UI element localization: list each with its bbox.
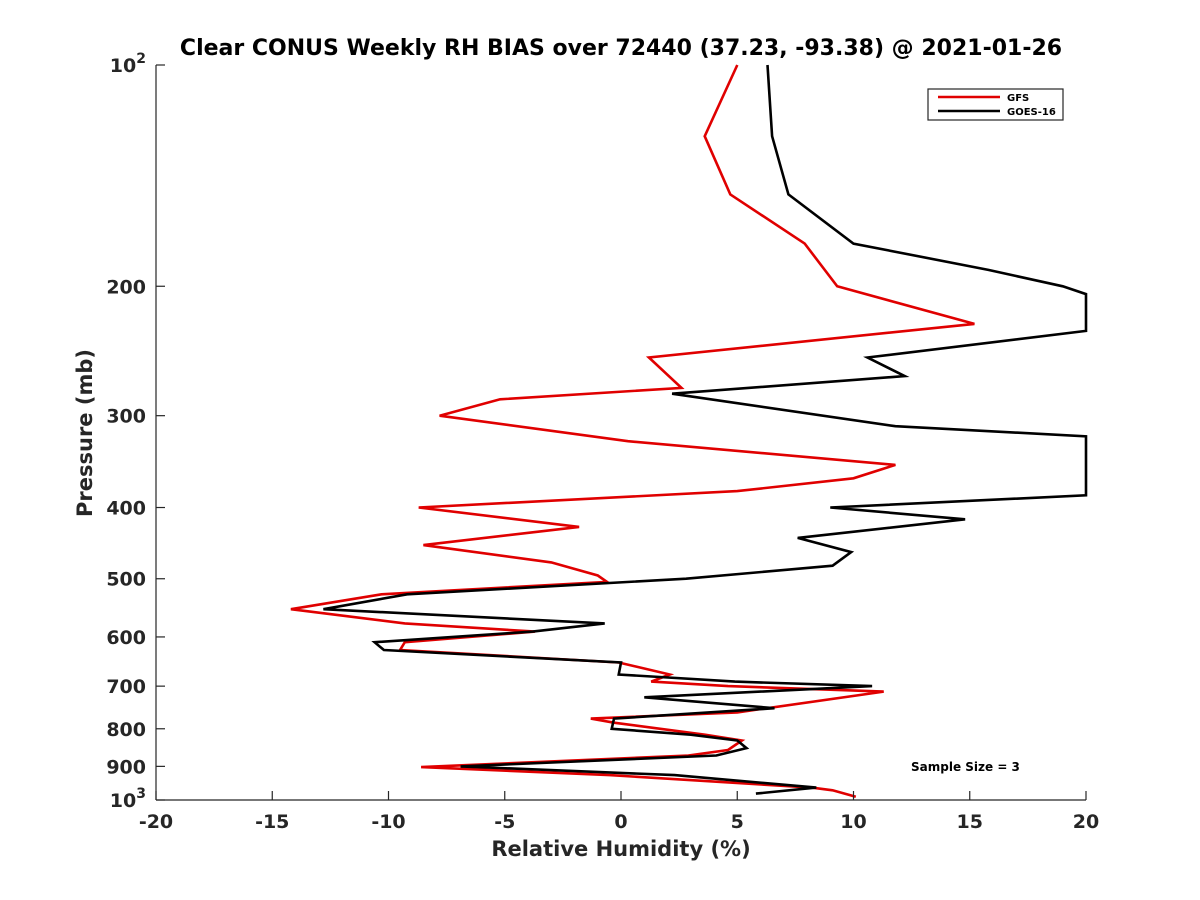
x-tick-label: 10 <box>840 811 866 833</box>
x-axis-label: Relative Humidity (%) <box>491 837 750 861</box>
legend: GFS GOES-16 <box>927 88 1064 121</box>
y-tick-label: 700 <box>106 676 146 698</box>
x-tick-label: 20 <box>1073 811 1099 833</box>
y-ticks: 102 200 300 400 500 600 700 800 900 103 <box>106 51 165 812</box>
y-tick-label: 300 <box>106 406 146 428</box>
x-tick-label: 0 <box>614 811 627 833</box>
sample-size-annotation: Sample Size = 3 <box>911 760 1020 774</box>
x-tick-label: -20 <box>139 811 173 833</box>
series-line-goes16 <box>323 64 1088 795</box>
x-tick-label: -15 <box>255 811 289 833</box>
y-tick-label: 800 <box>106 719 146 741</box>
y-tick-label: 102 <box>110 51 146 77</box>
legend-label-goes16: GOES-16 <box>1007 107 1056 118</box>
y-tick-label: 600 <box>106 627 146 649</box>
series-layer <box>290 64 1088 799</box>
legend-label-gfs: GFS <box>1007 93 1029 104</box>
y-tick-label: 500 <box>106 569 146 591</box>
y-tick-label: 900 <box>106 756 146 778</box>
series-line-gfs <box>290 64 975 799</box>
x-ticks: -20 -15 -10 -5 0 5 10 15 20 <box>139 791 1099 833</box>
x-tick-label: -5 <box>494 811 515 833</box>
x-tick-label: 5 <box>731 811 744 833</box>
x-tick-label: 15 <box>957 811 983 833</box>
x-tick-label: -10 <box>371 811 405 833</box>
legend-box <box>927 88 1064 121</box>
y-axis-label: Pressure (mb) <box>73 349 97 517</box>
y-tick-label: 200 <box>106 276 146 298</box>
y-tick-label: 400 <box>106 498 146 520</box>
chart-title: Clear CONUS Weekly RH BIAS over 72440 (3… <box>180 36 1062 61</box>
y-tick-label: 103 <box>110 786 146 812</box>
